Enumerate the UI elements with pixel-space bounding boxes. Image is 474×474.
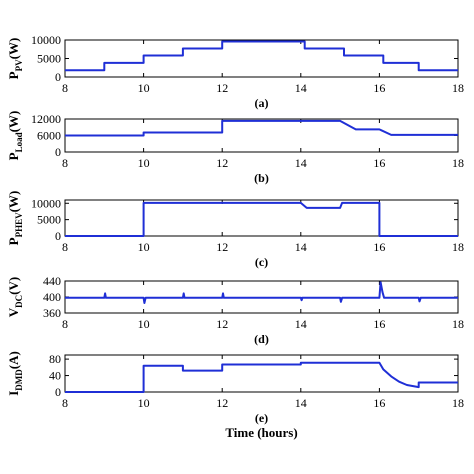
subplot-caption: (c) bbox=[255, 255, 268, 269]
x-tick-label: 10 bbox=[138, 156, 150, 170]
y-tick-label: 5000 bbox=[37, 52, 61, 66]
series-line bbox=[65, 201, 458, 237]
subplot-0: 0 5000 10000 8 10 12 14 16 18 PPV(W) (a) bbox=[6, 33, 464, 110]
x-tick-label: 12 bbox=[216, 396, 228, 410]
y-tick-label: 10000 bbox=[31, 196, 61, 210]
subplot-caption: (b) bbox=[254, 171, 269, 185]
y-axis-label-subscript: DMD bbox=[14, 369, 24, 391]
x-tick-label: 18 bbox=[452, 156, 464, 170]
y-tick-label: 0 bbox=[55, 145, 61, 159]
y-tick-label: 6000 bbox=[37, 129, 61, 143]
x-tick-label: 18 bbox=[452, 240, 464, 254]
y-axis-label-main: V bbox=[6, 307, 21, 317]
y-axis-label-subscript: DC bbox=[14, 295, 24, 308]
y-axis-label: IDMD(A) bbox=[6, 351, 24, 396]
y-axis-label-unit: (A) bbox=[6, 351, 21, 369]
y-tick-label: 80 bbox=[49, 352, 61, 366]
subplot-caption: (d) bbox=[254, 332, 269, 346]
x-tick-label: 10 bbox=[138, 317, 150, 331]
x-tick-label: 16 bbox=[373, 81, 385, 95]
y-axis-label-subscript: PV bbox=[14, 59, 24, 71]
y-axis-label-unit: (W) bbox=[6, 38, 21, 60]
y-axis-label-main: I bbox=[6, 391, 21, 396]
x-tick-label: 8 bbox=[62, 317, 68, 331]
x-tick-label: 8 bbox=[62, 156, 68, 170]
x-tick-label: 18 bbox=[452, 81, 464, 95]
x-tick-label: 14 bbox=[295, 240, 307, 254]
y-axis-label-subscript: PHEV bbox=[14, 212, 24, 238]
x-tick-label: 14 bbox=[295, 317, 307, 331]
subplot-3: 360 400 440 8 10 12 14 16 18 VDC(V) (d) bbox=[6, 274, 464, 346]
x-tick-label: 18 bbox=[452, 396, 464, 410]
x-tick-label: 8 bbox=[62, 396, 68, 410]
x-tick-label: 14 bbox=[295, 81, 307, 95]
subplot-caption: (e) bbox=[255, 411, 268, 425]
y-tick-label: 40 bbox=[49, 369, 61, 383]
y-axis-label-main: P bbox=[6, 152, 21, 160]
y-tick-label: 10000 bbox=[31, 33, 61, 47]
subplot-caption: (a) bbox=[255, 96, 269, 110]
y-tick-label: 360 bbox=[43, 306, 61, 320]
x-tick-label: 8 bbox=[62, 81, 68, 95]
x-tick-label: 16 bbox=[373, 396, 385, 410]
y-tick-label: 0 bbox=[55, 70, 61, 84]
y-tick-label: 0 bbox=[55, 385, 61, 399]
axes-frame bbox=[64, 39, 459, 78]
subplot-1: 0 6000 12000 8 10 12 14 16 18 PLoad(W) (b) bbox=[6, 111, 464, 185]
x-tick-label: 12 bbox=[216, 240, 228, 254]
y-axis-label-unit: (V) bbox=[6, 277, 21, 295]
y-tick-label: 400 bbox=[43, 290, 61, 304]
x-tick-label: 14 bbox=[295, 396, 307, 410]
x-tick-label: 18 bbox=[452, 317, 464, 331]
x-tick-label: 16 bbox=[373, 156, 385, 170]
y-axis-label-main: P bbox=[6, 71, 21, 79]
y-tick-label: 5000 bbox=[37, 213, 61, 227]
y-tick-label: 0 bbox=[55, 229, 61, 243]
x-tick-label: 14 bbox=[295, 156, 307, 170]
x-tick-label: 12 bbox=[216, 81, 228, 95]
y-axis-label: PPV(W) bbox=[6, 38, 24, 80]
y-axis-label: PLoad(W) bbox=[6, 111, 24, 161]
x-tick-label: 10 bbox=[138, 240, 150, 254]
x-tick-label: 12 bbox=[216, 317, 228, 331]
x-tick-label: 12 bbox=[216, 156, 228, 170]
x-tick-label: 10 bbox=[138, 396, 150, 410]
subplot-4: 0 40 80 8 10 12 14 16 18 IDMD(A) (e)Time (hours) bbox=[6, 351, 464, 440]
x-tick-label: 16 bbox=[373, 240, 385, 254]
y-axis-label-unit: (W) bbox=[6, 191, 21, 213]
x-tick-label: 8 bbox=[62, 240, 68, 254]
y-axis-label: PPHEV(W) bbox=[6, 191, 24, 246]
axes-frame bbox=[64, 199, 459, 237]
y-tick-label: 440 bbox=[43, 274, 61, 288]
series-line bbox=[65, 119, 458, 137]
series-line bbox=[65, 361, 458, 393]
y-axis-label-unit: (W) bbox=[6, 111, 21, 133]
series-line bbox=[65, 281, 458, 304]
x-tick-label: 10 bbox=[138, 81, 150, 95]
axes-frame bbox=[64, 354, 459, 393]
y-axis-label-subscript: Load bbox=[14, 132, 24, 152]
x-axis-title: Time (hours) bbox=[225, 425, 297, 440]
y-axis-label-main: P bbox=[6, 237, 21, 245]
x-tick-label: 16 bbox=[373, 317, 385, 331]
series-line bbox=[65, 40, 458, 72]
y-tick-label: 12000 bbox=[31, 112, 61, 126]
subplot-2: 0 5000 10000 8 10 12 14 16 18 PPHEV(W) (c) bbox=[6, 191, 464, 269]
y-axis-label: VDC(V) bbox=[6, 277, 24, 317]
